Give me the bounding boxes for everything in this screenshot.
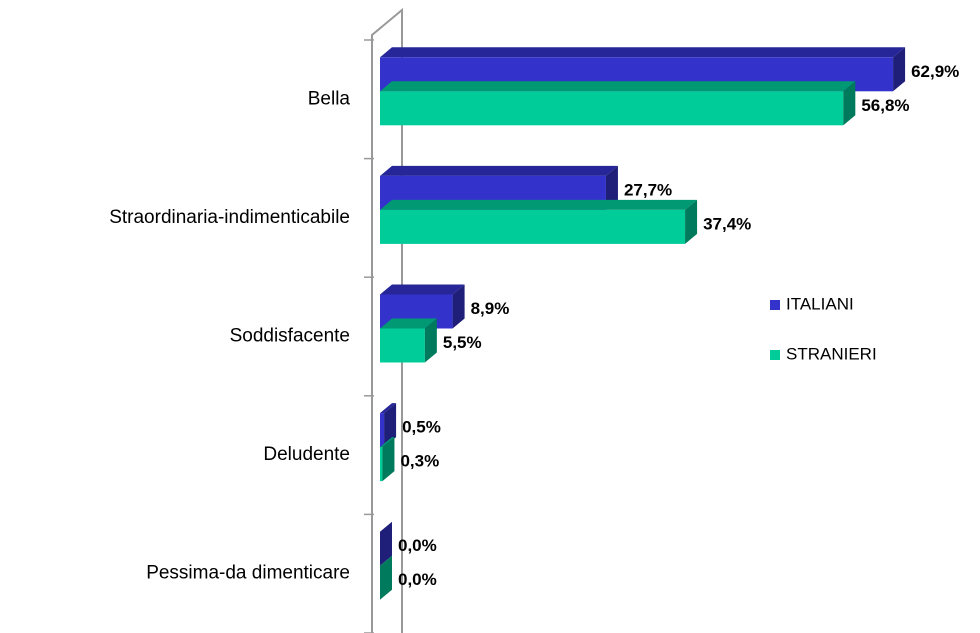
legend-label: ITALIANI [786,294,854,313]
bar-side [380,555,392,600]
bar-side [893,47,906,92]
category-label: Deludente [263,444,350,465]
category-label: Soddisfacente [230,326,350,347]
value-label: 0,3% [400,452,439,471]
value-label: 56,8% [861,96,909,115]
bar-side [380,521,392,566]
bar [380,91,844,126]
bar-top [380,403,397,414]
bar [380,447,383,482]
bar-top [380,318,437,329]
bar-top [380,165,618,176]
category-label: Pessima-da dimenticare [146,563,350,584]
bar-top [380,47,906,58]
bar-side [605,165,618,210]
value-label: 0,5% [402,418,441,437]
bar-side [384,403,397,448]
legend-label: STRANIERI [786,344,877,363]
legend-swatch [770,300,780,310]
value-label: 8,9% [471,299,510,318]
value-label: 62,9% [911,62,959,81]
bar-top [380,437,395,448]
bar-side [685,199,698,244]
value-label: 0,0% [398,570,437,589]
bar-top [380,81,856,92]
value-label: 5,5% [443,333,482,352]
bar-side [424,318,437,363]
bar-side [382,437,395,482]
bar [380,328,425,363]
bar-top [380,284,465,295]
bar [380,413,385,448]
value-label: 37,4% [703,214,751,233]
value-label: 0,0% [398,536,437,555]
value-label: 27,7% [624,180,672,199]
category-label: Straordinaria-indimenticabile [109,207,350,228]
bar-top [380,199,698,210]
bar [380,209,686,244]
bar-side [452,284,465,329]
category-label: Bella [308,88,351,109]
legend-swatch [770,350,780,360]
bar-side [843,81,856,126]
